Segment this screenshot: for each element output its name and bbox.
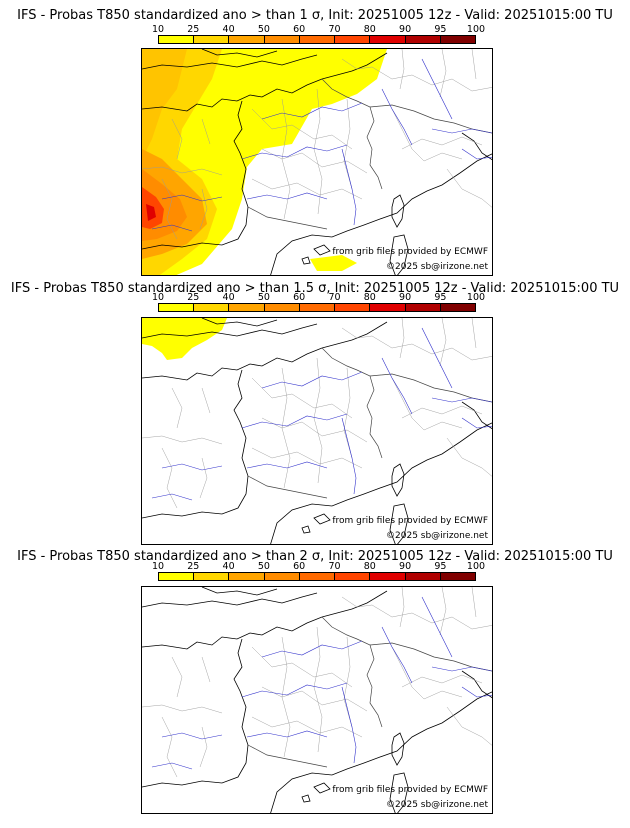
panel-title: IFS - Probas T850 standardized ano > tha…: [17, 8, 613, 23]
source-credit: from grib files provided by ECMWF: [332, 247, 488, 257]
scale-swatch: [370, 573, 406, 580]
color-scale-bar: [158, 572, 476, 581]
scale-ticks: 10 25 40 50 60 70 80 90 95 100: [152, 292, 485, 303]
scale-tick: 50: [257, 24, 270, 35]
scale-ticks: 10 25 40 50 60 70 80 90 95 100: [152, 24, 485, 35]
scale-tick: 50: [257, 561, 270, 572]
panel-2: IFS - Probas T850 standardized ano > tha…: [0, 276, 630, 546]
scale-swatch: [159, 304, 195, 311]
scale-swatch: [299, 36, 336, 43]
scale-tick: 100: [466, 561, 486, 572]
scale-swatch: [229, 304, 265, 311]
source-credit: from grib files provided by ECMWF: [332, 516, 488, 526]
scale-tick: 25: [187, 24, 200, 35]
scale-swatch: [264, 36, 300, 43]
copyright-credit: ©2025 sb@irizone.net: [386, 800, 488, 810]
scale-tick: 40: [222, 561, 235, 572]
scale-swatch: [264, 304, 300, 311]
scale-swatch: [370, 304, 406, 311]
source-credit: from grib files provided by ECMWF: [332, 785, 488, 795]
scale-tick: 70: [328, 24, 341, 35]
probability-map: from grib files provided by ECMWF ©2025 …: [141, 48, 493, 276]
scale-swatch: [335, 573, 371, 580]
scale-tick: 95: [434, 561, 447, 572]
scale-swatch: [194, 36, 230, 43]
color-scale-bar: [158, 35, 476, 44]
scale-tick: 90: [399, 561, 412, 572]
scale-tick: 80: [363, 561, 376, 572]
scale-swatch: [229, 36, 265, 43]
scale-tick: 90: [399, 292, 412, 303]
probability-map: from grib files provided by ECMWF ©2025 …: [141, 586, 493, 814]
scale-tick: 10: [151, 292, 165, 303]
color-scale-bar: [158, 303, 476, 312]
scale-tick: 50: [257, 292, 270, 303]
scale-swatch: [370, 36, 406, 43]
scale-tick: 90: [399, 24, 412, 35]
scale-tick: 25: [187, 292, 200, 303]
scale-swatch: [194, 304, 230, 311]
scale-swatch: [440, 36, 475, 43]
scale-swatch: [229, 573, 265, 580]
scale-swatch: [335, 36, 371, 43]
scale-swatch: [440, 573, 475, 580]
scale-tick: 70: [328, 561, 341, 572]
scale-swatch: [194, 573, 230, 580]
scale-tick: 100: [466, 292, 486, 303]
scale-tick: 80: [363, 292, 376, 303]
scale-tick: 95: [434, 292, 447, 303]
scale-swatch: [405, 304, 441, 311]
scale-tick: 80: [363, 24, 376, 35]
scale-tick: 95: [434, 24, 447, 35]
scale-tick: 60: [293, 561, 306, 572]
scale-swatch: [159, 36, 195, 43]
scale-tick: 25: [187, 561, 200, 572]
scale-tick: 10: [151, 24, 165, 35]
copyright-credit: ©2025 sb@irizone.net: [386, 531, 488, 541]
scale-tick: 40: [222, 292, 235, 303]
probability-map: from grib files provided by ECMWF ©2025 …: [141, 317, 493, 545]
scale-swatch: [299, 304, 336, 311]
scale-swatch: [335, 304, 371, 311]
panel-title: IFS - Probas T850 standardized ano > tha…: [10, 281, 620, 296]
scale-tick: 100: [466, 24, 486, 35]
copyright-credit: ©2025 sb@irizone.net: [386, 262, 488, 272]
scale-tick: 60: [293, 292, 306, 303]
scale-swatch: [264, 573, 300, 580]
scale-swatch: [440, 304, 475, 311]
panel-1: IFS - Probas T850 standardized ano > tha…: [0, 0, 630, 276]
scale-swatch: [405, 573, 441, 580]
scale-swatch: [299, 573, 336, 580]
scale-ticks: 10 25 40 50 60 70 80 90 95 100: [152, 561, 485, 572]
panel-3: IFS - Probas T850 standardized ano > tha…: [0, 546, 630, 828]
scale-tick: 70: [328, 292, 341, 303]
scale-swatch: [405, 36, 441, 43]
scale-tick: 10: [151, 561, 165, 572]
panel-title: IFS - Probas T850 standardized ano > tha…: [17, 549, 613, 564]
scale-tick: 60: [293, 24, 306, 35]
scale-tick: 40: [222, 24, 235, 35]
scale-swatch: [159, 573, 195, 580]
